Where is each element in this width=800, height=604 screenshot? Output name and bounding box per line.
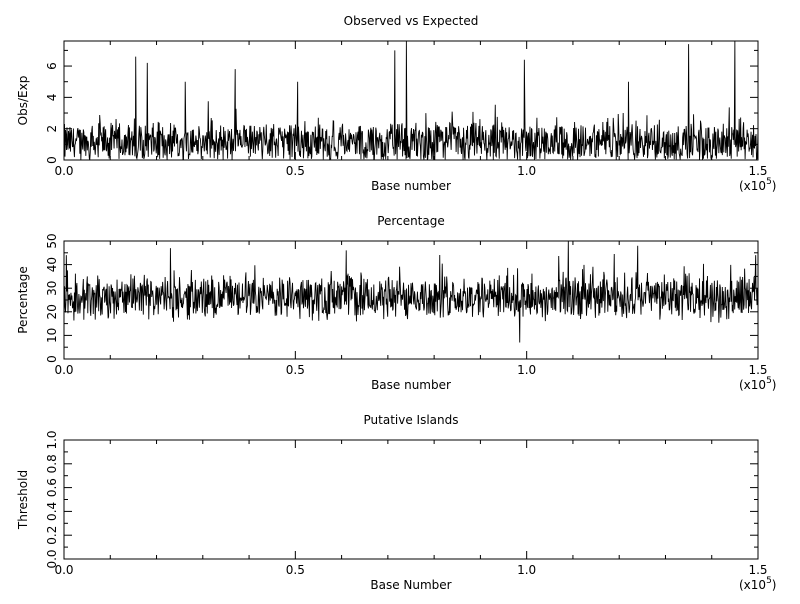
x-tick-label: 1.0 bbox=[517, 164, 536, 178]
y-tick-label: 0 bbox=[45, 156, 59, 164]
y-axis-label: Obs/Exp bbox=[16, 76, 30, 126]
y-tick-label: 0.2 bbox=[45, 526, 59, 545]
x-axis-label: Base number bbox=[371, 378, 451, 392]
y-tick-label: 1.0 bbox=[45, 430, 59, 449]
y-tick-label: 0.4 bbox=[45, 502, 59, 521]
y-tick-label: 0.8 bbox=[45, 454, 59, 473]
y-tick-label: 40 bbox=[45, 257, 59, 272]
chart-panel-1: Observed vs Expected 0.0 0.5 1.0 1.5 0 2 4 6 Base… bbox=[16, 14, 776, 193]
chart-panel-2: Percentage 0.0 0.5 1.0 1.5 0 10 20 30 40 50 Base nu… bbox=[16, 214, 776, 392]
chart-title: Putative Islands bbox=[364, 413, 459, 427]
x-axis-label: Base Number bbox=[370, 578, 451, 592]
y-tick-label: 30 bbox=[45, 281, 59, 296]
x-multiplier-label: (x105) bbox=[739, 376, 776, 392]
data-series-line bbox=[63, 240, 759, 343]
data-series-line bbox=[63, 40, 759, 161]
x-axis-label: Base number bbox=[371, 179, 451, 193]
y-tick-label: 50 bbox=[45, 233, 59, 248]
plot-frame bbox=[63, 40, 759, 161]
y-tick-label: 2 bbox=[45, 125, 59, 133]
x-tick-label: 1.5 bbox=[748, 164, 767, 178]
x-tick-label: 0.5 bbox=[286, 164, 305, 178]
x-tick-label: 1.0 bbox=[517, 563, 536, 577]
y-tick-label: 0.0 bbox=[45, 549, 59, 568]
x-tick-label: 0.0 bbox=[54, 563, 73, 577]
y-axis-label: Threshold bbox=[16, 470, 30, 530]
y-tick-label: 4 bbox=[45, 94, 59, 102]
plot-frame bbox=[63, 439, 759, 560]
chart-panel-3: Putative Islands 0.0 0.5 1.0 1.5 0.0 0.2 0.4 0.6… bbox=[16, 413, 776, 592]
x-tick-label: 1.5 bbox=[748, 363, 767, 377]
x-tick-label: 1.5 bbox=[748, 563, 767, 577]
y-tick-label: 20 bbox=[45, 304, 59, 319]
y-tick-label: 10 bbox=[45, 328, 59, 343]
y-tick-label: 6 bbox=[45, 62, 59, 70]
x-tick-label: 1.0 bbox=[517, 363, 536, 377]
x-tick-label: 0.0 bbox=[54, 363, 73, 377]
x-multiplier-label: (x105) bbox=[739, 177, 776, 193]
y-axis-label: Percentage bbox=[16, 266, 30, 334]
chart-title: Percentage bbox=[377, 214, 445, 228]
x-tick-label: 0.5 bbox=[286, 563, 305, 577]
x-multiplier-label: (x105) bbox=[739, 576, 776, 592]
y-tick-label: 0.6 bbox=[45, 478, 59, 497]
chart-title: Observed vs Expected bbox=[344, 14, 479, 28]
y-tick-label: 0 bbox=[45, 355, 59, 363]
x-tick-label: 0.0 bbox=[54, 164, 73, 178]
x-tick-label: 0.5 bbox=[286, 363, 305, 377]
